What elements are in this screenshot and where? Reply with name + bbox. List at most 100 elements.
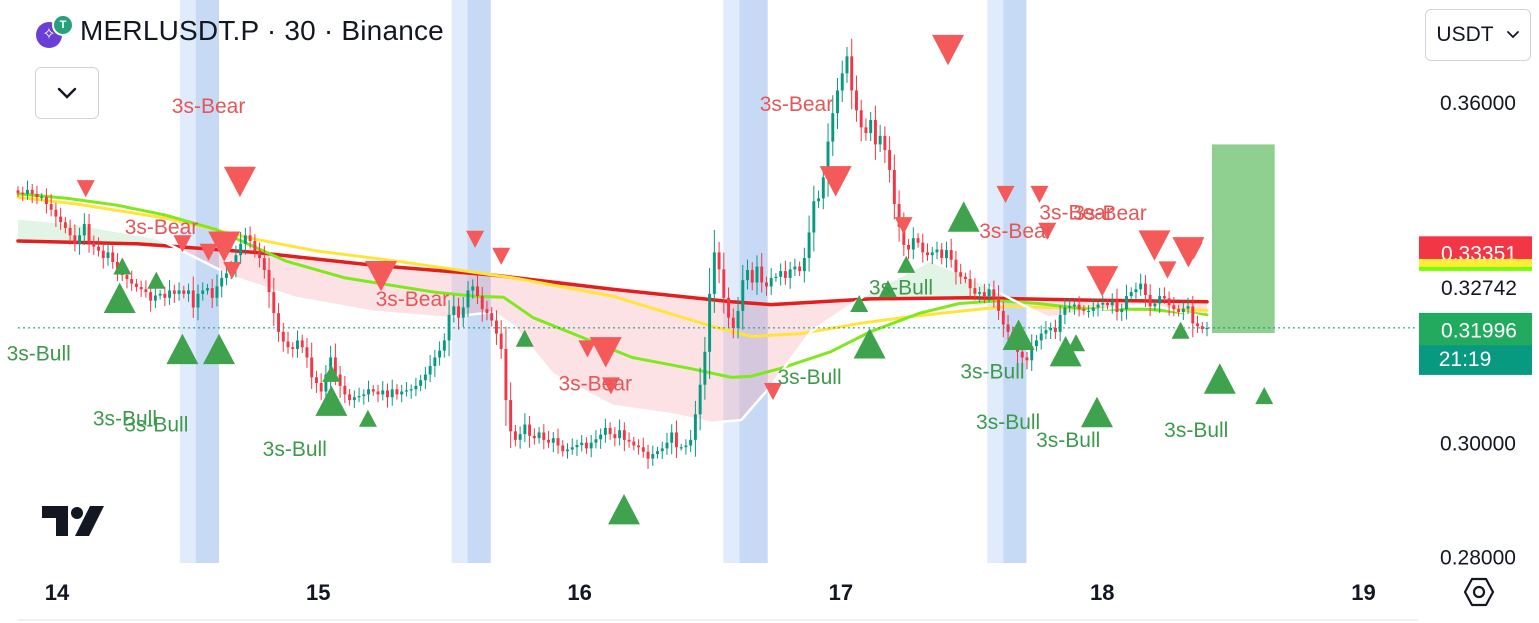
bear-signal-small-arrow [466, 230, 485, 248]
candle-body [589, 442, 593, 449]
time-axis[interactable]: 14 15 16 17 18 19 [18, 580, 1418, 621]
candle-body [1025, 357, 1029, 361]
candle-body [594, 439, 598, 443]
candle-body [613, 434, 617, 439]
candle-body [575, 444, 579, 448]
candle-body [239, 243, 243, 256]
candle-body [907, 244, 911, 250]
candle-body [736, 310, 740, 328]
candle-body [144, 289, 148, 293]
candle-body [343, 385, 347, 395]
bull-signal-arrow [1002, 319, 1035, 350]
candle-body [390, 389, 394, 398]
candle-body [1167, 298, 1171, 306]
tradingview-logo-icon[interactable] [42, 506, 104, 538]
date-tick-label: 18 [1090, 580, 1114, 605]
candle-body [632, 441, 636, 446]
candle-body [1196, 323, 1199, 327]
candle-body [333, 357, 337, 375]
candle-body [703, 351, 707, 385]
candle-body [253, 240, 257, 251]
candle-body [518, 434, 522, 440]
candle-body [850, 56, 854, 91]
white-average-line [16, 217, 1209, 425]
candle-body [779, 271, 783, 277]
price-axis[interactable]: 0.36000 0.30000 0.28000 [1440, 92, 1516, 570]
bull-signal-arrow [166, 333, 199, 365]
bull-signal-arrow [1049, 336, 1082, 367]
candle-body [622, 430, 626, 440]
candle-body [1053, 327, 1057, 332]
candle-body [35, 193, 39, 198]
bull-signal-small-arrow [358, 409, 377, 427]
candle-body [1205, 327, 1209, 330]
candle-body [40, 196, 44, 198]
candle-body [741, 280, 745, 311]
bull-signal-arrow [853, 328, 886, 359]
candle-body [149, 292, 153, 301]
candle-body [499, 333, 503, 349]
bull-signal-small-arrow [1067, 334, 1086, 352]
candle-body [215, 286, 219, 298]
candle-body [395, 389, 399, 395]
candle-body [476, 286, 479, 297]
bull-signal-label: 3s-Bull [976, 411, 1040, 434]
candle-body [755, 266, 759, 283]
candle-body [618, 430, 622, 439]
projection-box [1211, 144, 1275, 334]
candle-body [1158, 296, 1162, 304]
candle-body [111, 252, 115, 263]
date-tick-label: 19 [1351, 580, 1375, 605]
candle-body [869, 119, 873, 134]
candle-body [1001, 310, 1005, 325]
candle-body [158, 293, 162, 296]
candle-body [1101, 302, 1105, 305]
candle-body [404, 390, 408, 392]
bull-signal-small-arrow [850, 294, 869, 313]
candle-body [845, 56, 849, 74]
session-band-edge [179, 0, 196, 563]
candle-body [836, 90, 839, 114]
bull-signal-small-arrow [897, 255, 916, 273]
bull-signal-label: 3s-Bull [1164, 419, 1228, 442]
candle-body [73, 235, 77, 244]
price-label-box [1419, 313, 1532, 346]
bear-signal-small-arrow [199, 243, 218, 261]
candle-body [480, 296, 484, 310]
bear-signal-small-arrow [492, 247, 511, 265]
candle-body [1177, 309, 1181, 313]
candle-body [1129, 292, 1133, 297]
currency-selector[interactable]: USDT [1425, 9, 1531, 61]
candle-body [243, 235, 247, 244]
candle-body [674, 432, 678, 448]
bear-signal-arrow [932, 34, 965, 66]
candle-body [712, 252, 716, 294]
candle-body [367, 389, 371, 395]
candle-body [551, 438, 555, 443]
bear-signal-small-arrow [578, 340, 597, 358]
symbol-title[interactable]: MERLUSDT.P · 30 · Binance [80, 15, 444, 46]
collapse-toggle-button[interactable] [35, 67, 99, 119]
candle-body [684, 445, 688, 448]
candle-body [248, 235, 252, 241]
candle-body [1063, 307, 1067, 315]
date-tick-label: 16 [567, 580, 591, 605]
symbol-header[interactable]: ✧ T MERLUSDT.P · 30 · Binance [36, 14, 444, 48]
candle-body [821, 177, 825, 199]
date-tick-label: 17 [829, 580, 853, 605]
candle-body [1087, 310, 1091, 313]
bull-signal-arrow [103, 282, 136, 314]
candle-body [978, 292, 982, 294]
candle-body [926, 252, 929, 256]
bear-signal-small-arrow [1038, 222, 1057, 240]
candle-body [722, 269, 726, 298]
candle-body [911, 238, 915, 250]
candle-body [812, 201, 816, 233]
session-band [467, 0, 491, 563]
bull-signal-arrow [947, 201, 980, 232]
gear-icon[interactable] [1461, 574, 1497, 610]
candle-body [878, 135, 882, 145]
bear-signal-small-arrow [1030, 185, 1049, 203]
bull-signal-arrow [203, 333, 236, 365]
